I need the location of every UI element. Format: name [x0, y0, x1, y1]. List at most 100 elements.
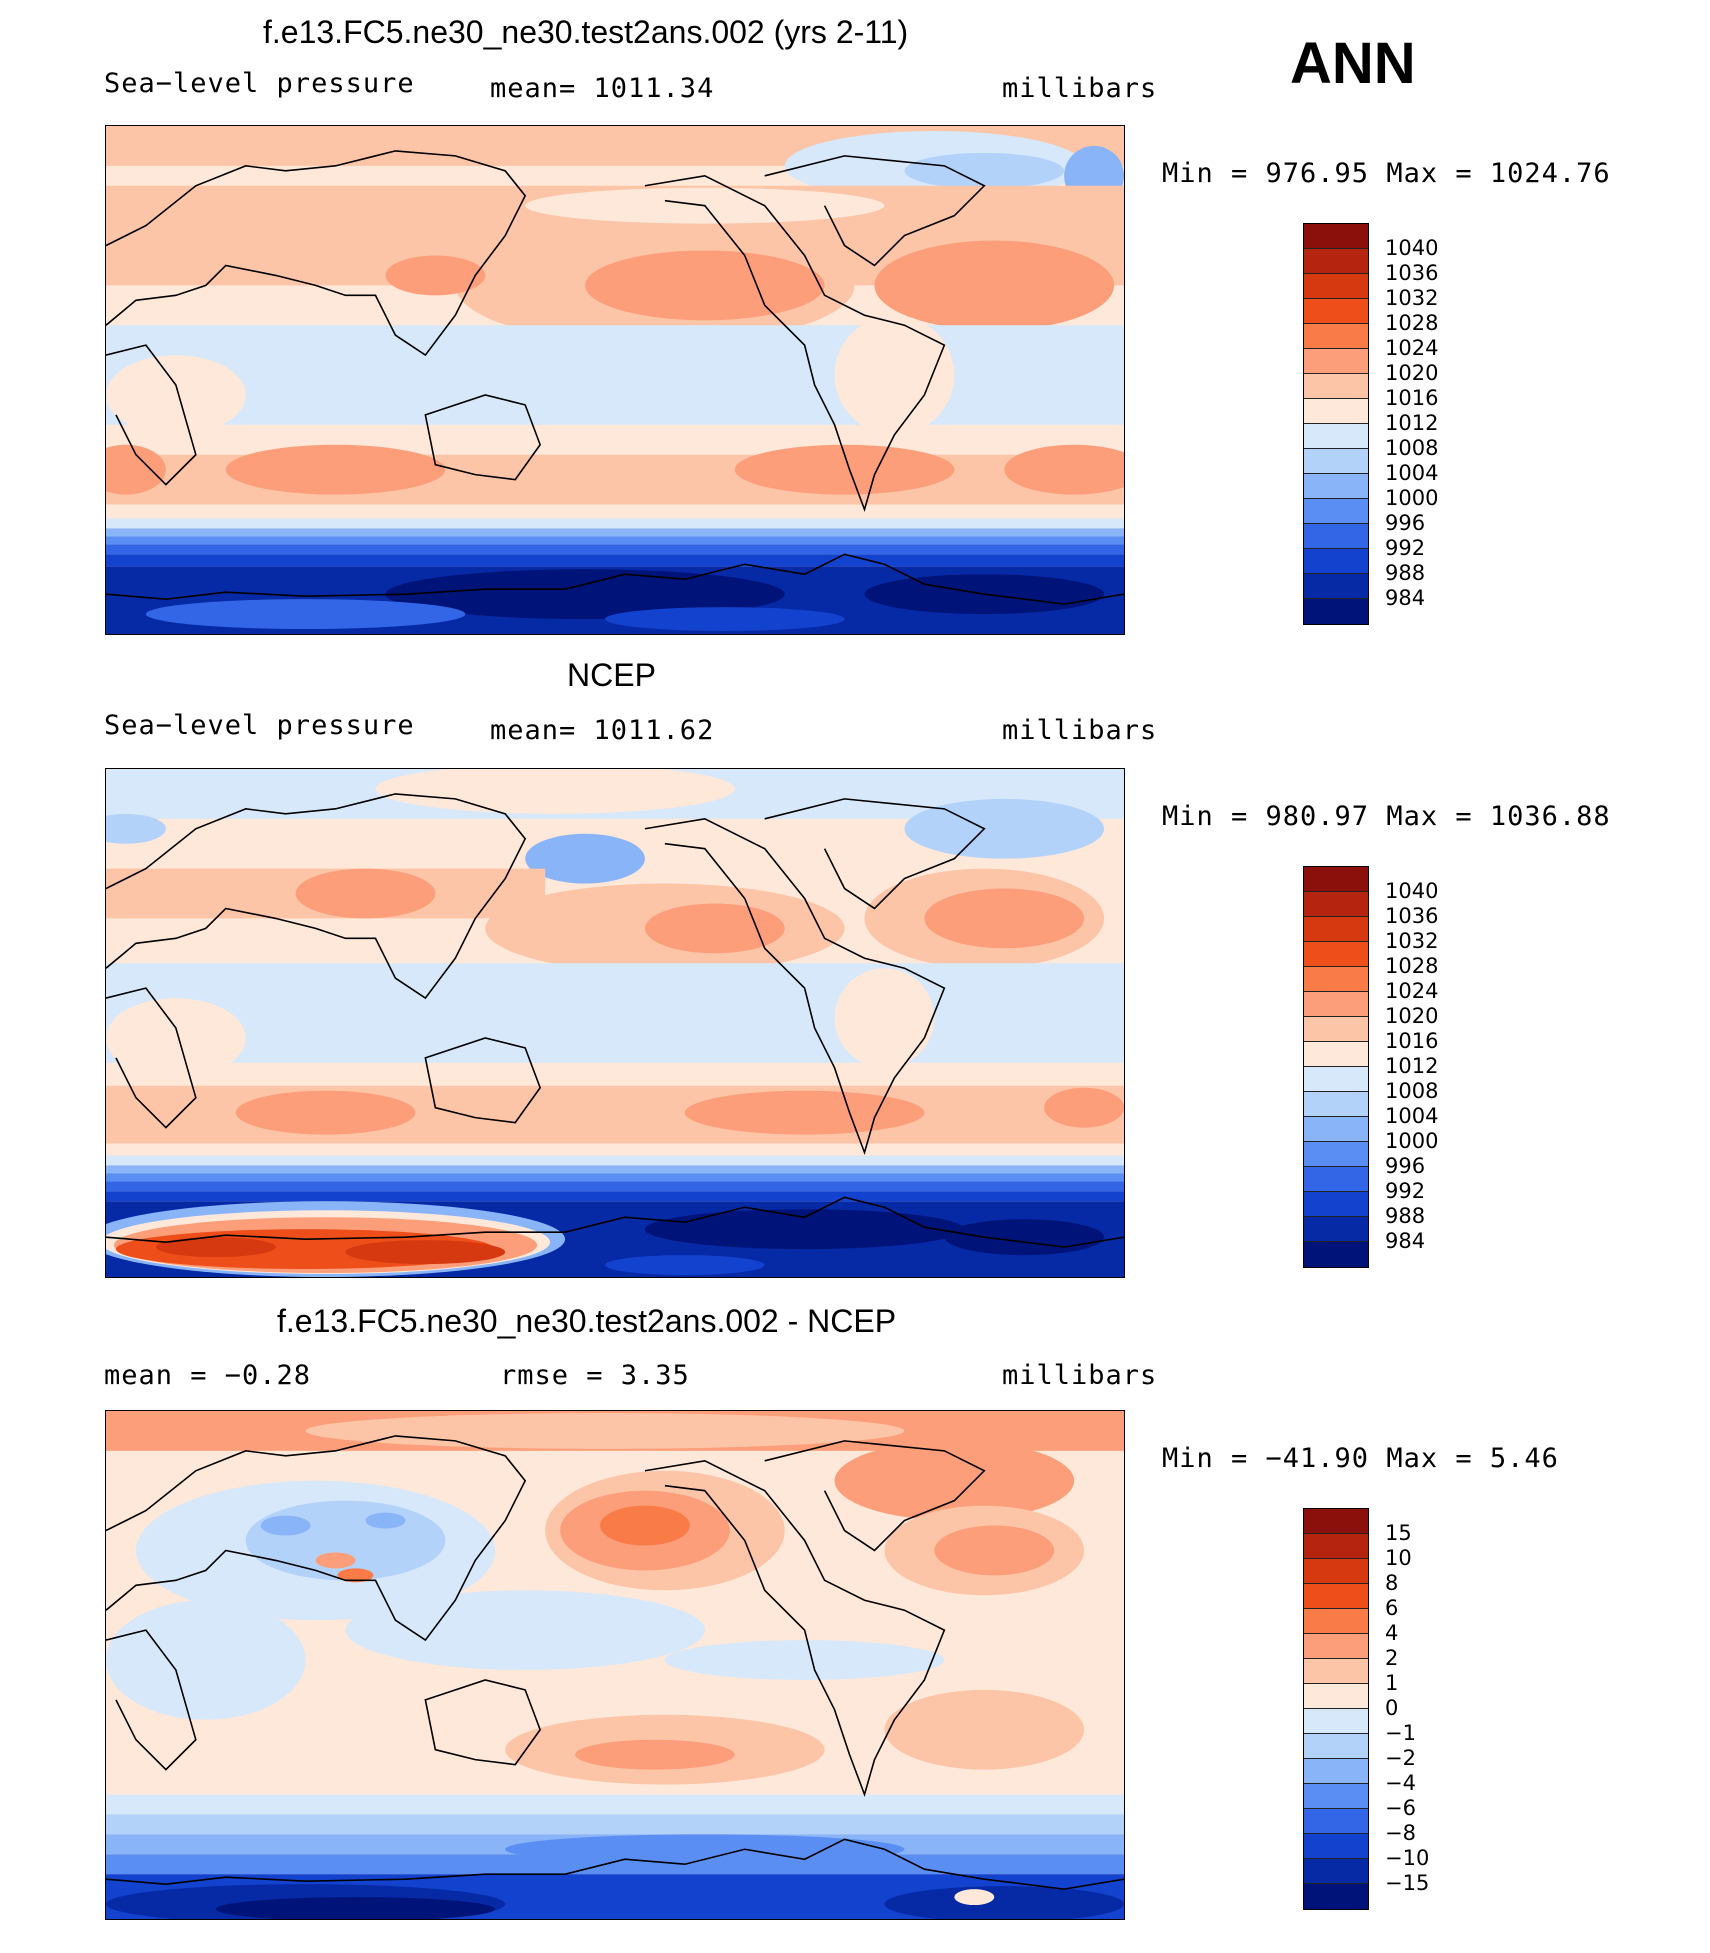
panel1-colorbar [1303, 223, 1369, 625]
panel2-variable-label: Sea−level pressure [104, 710, 415, 741]
panel2-colorbar-swatch [1304, 1042, 1368, 1067]
panel3-colorbar-swatch [1304, 1884, 1368, 1909]
panel3-colorbar-swatch [1304, 1784, 1368, 1809]
panel3-colorbar-swatch [1304, 1684, 1368, 1709]
panel2-colorbar-tick-label: 1016 [1385, 1029, 1439, 1053]
panel1-colorbar-tick-label: 1016 [1385, 386, 1439, 410]
panel1-units: millibars [1002, 73, 1158, 104]
panel1-map [105, 125, 1125, 635]
panel2-colorbar-tick-label: 988 [1385, 1204, 1426, 1228]
panel2-colorbar-swatch [1304, 917, 1368, 942]
panel2-colorbar-swatch [1304, 992, 1368, 1017]
panel3-colorbar-tick-label: −6 [1385, 1796, 1416, 1820]
panel3-mean-label: mean = −0.28 [104, 1360, 312, 1391]
panel2-colorbar-swatch [1304, 1142, 1368, 1167]
panel1-colorbar-tick-label: 1024 [1385, 336, 1439, 360]
panel2-colorbar-swatch [1304, 1017, 1368, 1042]
panel3-colorbar-swatch [1304, 1559, 1368, 1584]
panel3-colorbar-swatch [1304, 1709, 1368, 1734]
panel2-colorbar-tick-label: 1028 [1385, 954, 1439, 978]
panel1-colorbar-swatch [1304, 599, 1368, 624]
panel1-colorbar-tick-label: 984 [1385, 586, 1426, 610]
panel2-colorbar-tick-label: 984 [1385, 1229, 1426, 1253]
panel1-colorbar-tick-label: 1008 [1385, 436, 1439, 460]
panel1-mean-label: mean= 1011.34 [490, 73, 715, 104]
panel2-colorbar-swatch [1304, 1067, 1368, 1092]
panel3-colorbar-tick-label: 0 [1385, 1696, 1399, 1720]
panel2-colorbar-tick-label: 1040 [1385, 879, 1439, 903]
panel2-colorbar-swatch [1304, 1117, 1368, 1142]
panel3-colorbar-tick-label: 2 [1385, 1646, 1399, 1670]
panel2-colorbar-swatch [1304, 942, 1368, 967]
panel1-colorbar-tick-label: 1040 [1385, 236, 1439, 260]
panel3-colorbar-swatch [1304, 1584, 1368, 1609]
panel3-colorbar-tick-label: 4 [1385, 1621, 1399, 1645]
panel3-colorbar-swatch [1304, 1609, 1368, 1634]
panel1-colorbar-tick-label: 992 [1385, 536, 1426, 560]
panel3-colorbar-swatch [1304, 1659, 1368, 1684]
panel2-colorbar-swatch [1304, 1167, 1368, 1192]
panel1-colorbar-swatch [1304, 499, 1368, 524]
panel3-rmse-label: rmse = 3.35 [500, 1360, 690, 1391]
panel3-colorbar-swatch [1304, 1534, 1368, 1559]
panel2-colorbar-swatch [1304, 1192, 1368, 1217]
panel1-colorbar-tick-label: 1012 [1385, 411, 1439, 435]
panel1-colorbar-swatch [1304, 274, 1368, 299]
panel3-colorbar-swatch [1304, 1734, 1368, 1759]
panel3-minmax: Min = −41.90 Max = 5.46 [1162, 1443, 1559, 1474]
panel2-colorbar-tick-label: 1020 [1385, 1004, 1439, 1028]
panel3-colorbar-tick-label: −1 [1385, 1721, 1416, 1745]
panel2-colorbar-swatch [1304, 1242, 1368, 1267]
panel2-colorbar-tick-label: 996 [1385, 1154, 1426, 1178]
panel1-colorbar-swatch [1304, 299, 1368, 324]
panel1-minmax: Min = 976.95 Max = 1024.76 [1162, 158, 1611, 189]
panel2-colorbar-tick-label: 992 [1385, 1179, 1426, 1203]
panel3-colorbar-tick-label: 6 [1385, 1596, 1399, 1620]
panel2-colorbar-swatch [1304, 1217, 1368, 1242]
panel1-colorbar-tick-label: 1004 [1385, 461, 1439, 485]
panel1-variable-label: Sea−level pressure [104, 68, 415, 99]
panel2-colorbar-swatch [1304, 967, 1368, 992]
panel1-colorbar-swatch [1304, 249, 1368, 274]
panel1-colorbar-swatch [1304, 474, 1368, 499]
panel1-colorbar-swatch [1304, 449, 1368, 474]
panel3-colorbar-swatch [1304, 1634, 1368, 1659]
panel2-units: millibars [1002, 715, 1158, 746]
panel1-colorbar-tick-label: 988 [1385, 561, 1426, 585]
panel1-colorbar-swatch [1304, 424, 1368, 449]
panel3-colorbar-tick-label: −15 [1385, 1871, 1430, 1895]
panel3-colorbar-tick-label: 15 [1385, 1521, 1412, 1545]
panel1-title: f.e13.FC5.ne30_ne30.test2ans.002 (yrs 2-… [263, 14, 909, 50]
panel3-colorbar-tick-label: 8 [1385, 1571, 1399, 1595]
panel3-colorbar-tick-label: 1 [1385, 1671, 1399, 1695]
panel3-map [105, 1410, 1125, 1920]
panel3-colorbar-tick-label: −8 [1385, 1821, 1416, 1845]
panel1-colorbar-tick-label: 1000 [1385, 486, 1439, 510]
panel3-colorbar-swatch [1304, 1759, 1368, 1784]
panel1-colorbar-swatch [1304, 324, 1368, 349]
panel1-colorbar-swatch [1304, 349, 1368, 374]
panel2-colorbar-tick-label: 1032 [1385, 929, 1439, 953]
season-label: ANN [1290, 31, 1416, 96]
panel2-colorbar-tick-label: 1024 [1385, 979, 1439, 1003]
panel2-colorbar-tick-label: 1000 [1385, 1129, 1439, 1153]
panel1-colorbar-swatch [1304, 574, 1368, 599]
panel2-title: NCEP [567, 657, 656, 693]
panel3-colorbar-tick-label: 10 [1385, 1546, 1412, 1570]
panel3-colorbar-swatch [1304, 1834, 1368, 1859]
panel3-colorbar [1303, 1508, 1369, 1910]
panel1-colorbar-swatch [1304, 399, 1368, 424]
panel2-colorbar-swatch [1304, 867, 1368, 892]
panel1-colorbar-swatch [1304, 524, 1368, 549]
panel1-colorbar-tick-label: 1020 [1385, 361, 1439, 385]
panel1-colorbar-tick-label: 1032 [1385, 286, 1439, 310]
panel2-colorbar-tick-label: 1036 [1385, 904, 1439, 928]
panel1-colorbar-tick-label: 996 [1385, 511, 1426, 535]
panel2-mean-label: mean= 1011.62 [490, 715, 715, 746]
panel2-colorbar-tick-label: 1004 [1385, 1104, 1439, 1128]
panel2-colorbar-swatch [1304, 1092, 1368, 1117]
panel1-colorbar-swatch [1304, 224, 1368, 249]
panel1-colorbar-tick-label: 1036 [1385, 261, 1439, 285]
panel2-colorbar-tick-label: 1012 [1385, 1054, 1439, 1078]
panel3-title: f.e13.FC5.ne30_ne30.test2ans.002 - NCEP [277, 1303, 897, 1339]
